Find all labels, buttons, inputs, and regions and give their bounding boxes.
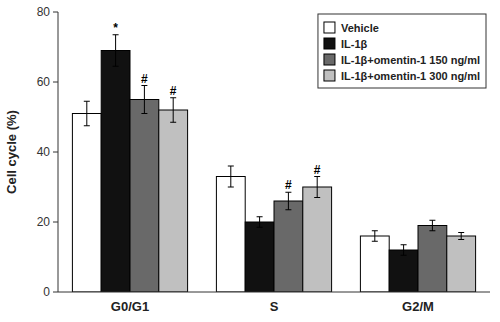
bar	[274, 201, 303, 292]
annotation: #	[141, 72, 148, 86]
legend-swatch	[324, 70, 335, 81]
error-bar	[141, 86, 147, 114]
category-label: S	[270, 299, 279, 314]
bar	[360, 236, 389, 292]
annotation: *	[113, 21, 118, 35]
tick-label: 60	[37, 75, 51, 89]
error-bar	[113, 35, 119, 67]
tick-mark	[53, 222, 58, 223]
tick-label: 20	[37, 215, 51, 229]
legend-label: IL-1β+omentin-1 150 ng/ml	[341, 54, 480, 66]
tick-mark	[53, 12, 58, 13]
chart: 0 20 40 60 80 * # # # # G0/G1 S G2/M Cell cycle (%) Ve…	[0, 0, 500, 322]
legend-swatch	[324, 54, 335, 65]
bar	[418, 226, 447, 293]
bar	[389, 250, 418, 292]
annotation: #	[285, 178, 292, 192]
tick-label: 80	[37, 5, 51, 19]
tick-label: 40	[37, 145, 51, 159]
bar	[159, 110, 188, 292]
tick-label: 0	[43, 285, 50, 299]
error-bar	[170, 98, 176, 123]
error-bar	[372, 231, 378, 242]
tick-mark	[53, 292, 58, 293]
error-bar	[228, 166, 234, 187]
legend-swatch	[324, 22, 335, 33]
bar	[216, 177, 245, 293]
bar	[72, 114, 101, 293]
error-bar	[458, 233, 464, 240]
legend-label: IL-1β	[341, 38, 368, 50]
y-axis	[58, 12, 59, 292]
tick-mark	[53, 82, 58, 83]
annotation: #	[314, 163, 321, 177]
bar	[303, 187, 332, 292]
error-bar	[84, 101, 90, 126]
error-bar	[429, 220, 435, 231]
legend-frame	[318, 14, 486, 88]
annotation: #	[170, 84, 177, 98]
x-axis	[58, 292, 490, 293]
bar	[101, 51, 130, 293]
bar	[245, 222, 274, 292]
category-label: G0/G1	[111, 299, 149, 314]
y-axis-label: Cell cycle (%)	[4, 110, 19, 194]
legend: Vehicle IL-1β IL-1β+omentin-1 150 ng/ml IL-…	[318, 14, 486, 88]
bar	[447, 236, 476, 292]
category-label: G2/M	[402, 299, 434, 314]
error-bar	[401, 245, 407, 256]
tick-mark	[53, 152, 58, 153]
bar	[130, 100, 159, 293]
legend-label: Vehicle	[341, 22, 379, 34]
error-bar	[257, 217, 263, 228]
error-bar	[314, 177, 320, 198]
error-bar	[285, 192, 291, 210]
legend-label: IL-1β+omentin-1 300 ng/ml	[341, 70, 480, 82]
legend-swatch	[324, 38, 335, 49]
